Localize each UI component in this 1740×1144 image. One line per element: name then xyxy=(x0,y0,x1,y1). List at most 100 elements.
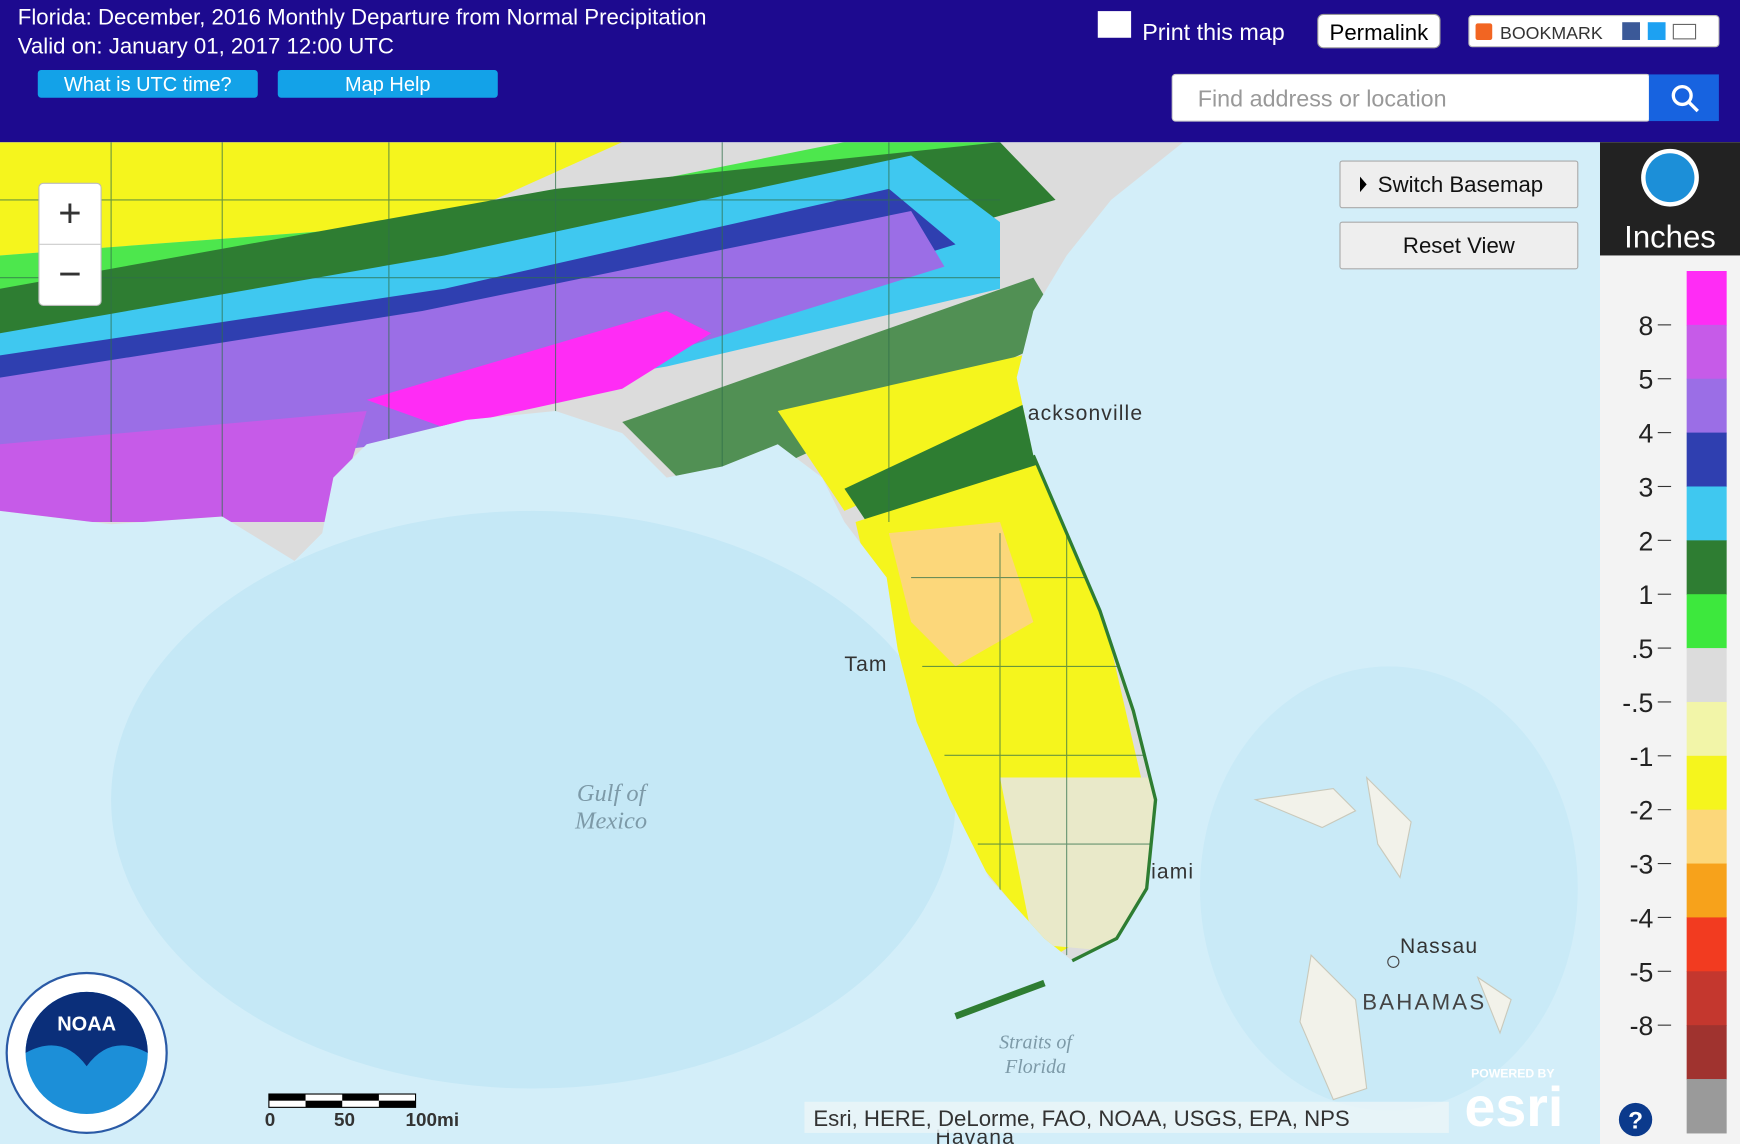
attribution-bg xyxy=(804,1101,1449,1133)
bookmark-icon xyxy=(1475,23,1493,40)
page-title: Florida: December, 2016 Monthly Departur… xyxy=(18,4,707,29)
islands xyxy=(1253,775,1512,1101)
legend-label: -2 xyxy=(1630,796,1654,826)
band xyxy=(844,399,1067,523)
band xyxy=(888,522,1034,667)
help-button-label[interactable]: Map Help xyxy=(345,74,431,96)
search-icon xyxy=(1671,84,1693,107)
switch-basemap-label[interactable]: Switch Basemap xyxy=(1378,172,1543,197)
print-icon[interactable] xyxy=(1097,11,1132,38)
utc-button-label[interactable]: What is UTC time? xyxy=(64,74,232,96)
band xyxy=(366,310,712,428)
scale-bar xyxy=(378,1100,416,1108)
legend-swatch xyxy=(1686,324,1727,380)
legend-swatch xyxy=(1686,917,1727,972)
legend-swatch xyxy=(1686,271,1727,326)
legend-swatch xyxy=(1686,755,1727,811)
city-label: iami xyxy=(1151,861,1194,884)
legend-label: -5 xyxy=(1630,957,1654,987)
legend-swatch xyxy=(1686,378,1727,434)
country-label: BAHAMAS xyxy=(1362,990,1486,1015)
legend-swatch xyxy=(1686,971,1727,1026)
legend-scale: 8 5 4 3 2 1 .5 -.5 -1 -2 -3 -4 -5 -8 xyxy=(1622,271,1727,1134)
water-label: Mexico xyxy=(574,808,647,835)
water-label: Straits of xyxy=(999,1031,1074,1053)
legend-swatch xyxy=(1686,701,1727,757)
legend-label: 3 xyxy=(1639,472,1654,502)
legend-label: 5 xyxy=(1639,365,1654,395)
legend-label: -3 xyxy=(1630,850,1654,880)
scale-label: 50 xyxy=(334,1110,355,1131)
valid-date: Valid on: January 01, 2017 12:00 UTC xyxy=(18,33,394,58)
band xyxy=(0,211,945,489)
legend-label: 4 xyxy=(1639,419,1654,449)
zoom-in[interactable]: + xyxy=(58,192,81,236)
esri-powered: POWERED BY xyxy=(1471,1066,1554,1080)
legend-swatch xyxy=(1686,1079,1727,1134)
legend-label: -1 xyxy=(1630,742,1654,772)
scale-label: 0 xyxy=(265,1110,276,1131)
city-label: Tam xyxy=(844,653,887,676)
band xyxy=(0,142,623,256)
search-placeholder[interactable]: Find address or location xyxy=(1198,86,1447,112)
coastline xyxy=(1031,454,1158,963)
utc-button[interactable] xyxy=(37,69,258,98)
help-button[interactable] xyxy=(277,69,498,98)
twitter-icon[interactable] xyxy=(1647,22,1666,40)
legend-swatch xyxy=(1686,1025,1727,1080)
permalink-label[interactable]: Permalink xyxy=(1330,20,1430,45)
legend-label: -4 xyxy=(1630,903,1654,933)
noaa-logo-text: NOAA xyxy=(57,1014,116,1036)
band xyxy=(622,277,1067,489)
noaa-logo xyxy=(25,991,148,1067)
scale-bar xyxy=(305,1100,343,1108)
email-icon[interactable] xyxy=(1672,23,1697,40)
band xyxy=(1000,777,1156,956)
search-icon xyxy=(1687,101,1699,113)
bookmark-label[interactable]: BOOKMARK xyxy=(1500,23,1603,43)
legend-swatch xyxy=(1686,594,1727,649)
help-icon[interactable] xyxy=(1618,1102,1653,1137)
band xyxy=(777,355,1045,511)
keys xyxy=(954,979,1046,1020)
legend-label: 1 xyxy=(1639,580,1654,610)
permalink-button[interactable] xyxy=(1317,13,1441,49)
caret xyxy=(1360,176,1367,193)
help-icon-label[interactable]: ? xyxy=(1628,1107,1643,1134)
city-label: acksonville xyxy=(1028,402,1143,425)
deep-water xyxy=(111,510,956,1089)
water-label: Florida xyxy=(1004,1056,1066,1078)
legend-logo xyxy=(1645,153,1695,203)
city-dot xyxy=(1387,955,1400,968)
county-lines xyxy=(0,142,1156,961)
deep-water xyxy=(1200,666,1578,1111)
city-label: Nassau xyxy=(1400,935,1478,958)
legend-swatch xyxy=(1686,486,1727,541)
legend-swatch xyxy=(1686,809,1727,865)
esri-logo: esri xyxy=(1464,1076,1563,1138)
zoom-out[interactable]: − xyxy=(58,253,81,297)
water-label: Gulf of xyxy=(577,780,649,807)
legend-label: -.5 xyxy=(1622,688,1653,718)
legend-title: Inches xyxy=(1624,220,1716,255)
facebook-icon[interactable] xyxy=(1622,22,1640,40)
switch-basemap-button[interactable] xyxy=(1339,160,1579,209)
legend-label: 8 xyxy=(1639,311,1654,341)
band xyxy=(0,410,367,523)
legend-label: -8 xyxy=(1630,1011,1654,1041)
reset-view-label[interactable]: Reset View xyxy=(1403,233,1516,258)
attribution: Esri, HERE, DeLorme, FAO, NOAA, USGS, EP… xyxy=(813,1106,1349,1131)
legend-swatch xyxy=(1686,648,1727,703)
print-link[interactable]: Print this map xyxy=(1142,19,1285,45)
search-button[interactable] xyxy=(1648,74,1719,122)
scale-bar xyxy=(268,1094,306,1101)
legend-label: .5 xyxy=(1631,634,1653,664)
legend-label: 2 xyxy=(1639,526,1654,556)
legend-swatch xyxy=(1686,863,1727,918)
scale-bar xyxy=(342,1094,379,1101)
scale-label: 100mi xyxy=(406,1110,460,1131)
legend-swatch xyxy=(1686,432,1727,488)
reset-view-button[interactable] xyxy=(1339,221,1579,270)
